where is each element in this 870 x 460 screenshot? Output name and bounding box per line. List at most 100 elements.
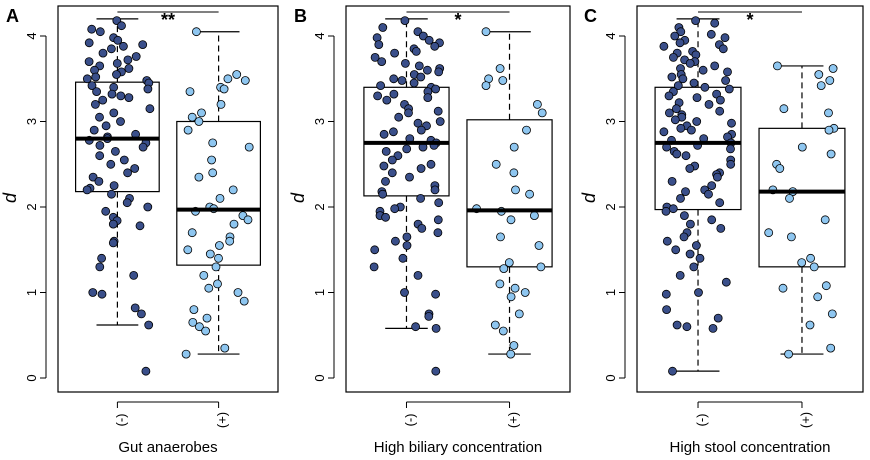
data-point <box>675 38 685 48</box>
data-point <box>676 193 685 203</box>
data-point <box>713 172 722 182</box>
data-point <box>498 76 508 85</box>
data-point <box>724 84 734 94</box>
data-point <box>387 155 397 165</box>
data-point <box>213 279 222 289</box>
data-point <box>135 221 145 231</box>
data-point <box>490 320 500 330</box>
data-point <box>106 159 116 169</box>
data-point <box>199 270 209 280</box>
data-point <box>814 70 824 79</box>
data-point <box>506 349 516 359</box>
y-tick-label: 4 <box>603 32 618 39</box>
data-point <box>136 309 146 319</box>
data-point <box>91 72 101 82</box>
data-point <box>682 322 692 332</box>
y-tick-label: 4 <box>312 32 327 39</box>
data-point <box>726 159 736 169</box>
data-point <box>779 104 789 114</box>
data-point <box>700 82 710 92</box>
data-point <box>826 343 836 353</box>
data-point <box>143 202 153 212</box>
data-point <box>685 59 695 68</box>
data-point <box>97 289 107 299</box>
data-point <box>95 151 105 161</box>
data-point <box>188 317 198 327</box>
data-point <box>704 100 714 109</box>
data-point <box>202 313 212 323</box>
data-point <box>431 84 441 94</box>
data-point <box>498 326 508 336</box>
data-point <box>514 309 524 319</box>
data-point <box>496 232 505 242</box>
box-iqr <box>654 86 742 211</box>
data-point <box>216 100 226 109</box>
data-point <box>187 228 197 238</box>
data-point <box>689 78 699 88</box>
data-point <box>116 91 126 101</box>
data-point <box>710 18 720 28</box>
data-point <box>669 53 678 62</box>
significance-label: * <box>454 10 461 30</box>
data-point <box>715 198 725 208</box>
data-point <box>511 185 520 195</box>
data-point <box>825 76 835 85</box>
box-negative <box>363 16 450 376</box>
data-point <box>187 112 197 122</box>
data-point <box>671 245 681 255</box>
data-point <box>98 48 108 58</box>
data-point <box>721 277 731 287</box>
significance-label: ** <box>161 10 175 30</box>
data-point <box>129 270 139 280</box>
data-point <box>398 253 408 263</box>
data-point <box>107 89 117 99</box>
data-point <box>716 95 725 105</box>
data-point <box>131 52 141 61</box>
data-point <box>243 215 253 225</box>
box-positive <box>176 27 262 359</box>
data-point <box>510 283 520 293</box>
data-point <box>124 64 134 73</box>
x-axis-label: Gut anaerobes <box>118 439 217 456</box>
data-point <box>416 193 426 203</box>
data-point <box>809 262 819 272</box>
y-tick-label: 1 <box>312 289 327 296</box>
data-point <box>537 108 547 118</box>
data-point <box>525 189 534 199</box>
data-point <box>664 91 674 101</box>
data-point <box>223 74 233 84</box>
data-point <box>138 40 148 49</box>
box-negative <box>74 16 160 376</box>
data-point <box>813 292 823 302</box>
y-tick-label: 4 <box>24 32 39 39</box>
data-point <box>130 303 140 313</box>
y-tick-label: 1 <box>24 289 39 296</box>
x-tick-label: (-) <box>113 414 128 427</box>
data-point <box>707 181 717 191</box>
data-point <box>506 292 516 302</box>
data-point <box>775 164 785 173</box>
data-point <box>95 112 104 122</box>
data-point <box>423 93 433 102</box>
y-tick-label: 0 <box>603 374 618 381</box>
data-point <box>107 44 116 54</box>
data-point <box>92 87 101 96</box>
data-point <box>431 366 441 376</box>
data-point <box>680 211 689 221</box>
data-point <box>422 65 432 75</box>
y-tick-label: 2 <box>603 203 618 210</box>
data-point <box>112 59 122 68</box>
data-point <box>504 258 514 268</box>
data-point <box>370 245 380 255</box>
data-point <box>95 262 105 272</box>
data-point <box>84 38 94 48</box>
data-point <box>88 288 98 297</box>
y-tick-label: 2 <box>312 203 327 210</box>
data-point <box>694 288 703 297</box>
data-point <box>211 262 221 272</box>
data-point <box>821 281 831 291</box>
data-point <box>434 67 444 77</box>
data-point <box>370 53 380 62</box>
x-tick-label: (-) <box>402 414 417 427</box>
panel-b: B 0 1 2 3 4 d (-) (+) High biliary concentration * <box>288 5 571 456</box>
